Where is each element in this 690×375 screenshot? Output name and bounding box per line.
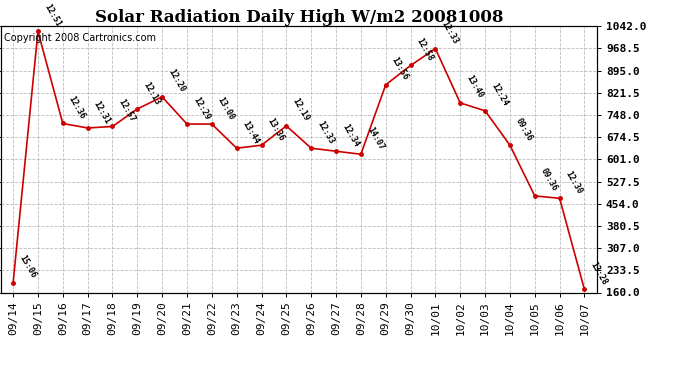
- Text: 12:13: 12:13: [141, 80, 161, 106]
- Text: 12:34: 12:34: [340, 122, 360, 148]
- Text: 12:29: 12:29: [191, 95, 211, 121]
- Text: 12:58: 12:58: [415, 37, 435, 63]
- Text: 13:56: 13:56: [390, 56, 410, 82]
- Text: 14:07: 14:07: [365, 125, 385, 152]
- Text: 12:31: 12:31: [92, 99, 112, 125]
- Text: 12:51: 12:51: [42, 3, 62, 28]
- Text: Copyright 2008 Cartronics.com: Copyright 2008 Cartronics.com: [3, 33, 156, 43]
- Text: 12:33: 12:33: [315, 119, 335, 146]
- Text: 13:28: 13:28: [589, 261, 609, 287]
- Text: 15:06: 15:06: [17, 254, 37, 280]
- Text: 12:57: 12:57: [117, 98, 137, 124]
- Text: 12:24: 12:24: [489, 82, 509, 108]
- Text: 12:36: 12:36: [67, 94, 87, 121]
- Text: 13:00: 13:00: [216, 95, 236, 121]
- Text: 09:36: 09:36: [514, 116, 534, 142]
- Text: 12:19: 12:19: [290, 97, 310, 123]
- Text: 13:44: 13:44: [241, 119, 261, 146]
- Text: 13:40: 13:40: [464, 74, 484, 100]
- Text: 09:36: 09:36: [539, 167, 559, 193]
- Text: 12:20: 12:20: [166, 68, 186, 94]
- Text: 13:36: 13:36: [266, 116, 286, 142]
- Text: 12:30: 12:30: [564, 170, 584, 195]
- Text: 12:33: 12:33: [440, 20, 460, 46]
- Title: Solar Radiation Daily High W/m2 20081008: Solar Radiation Daily High W/m2 20081008: [95, 9, 503, 26]
